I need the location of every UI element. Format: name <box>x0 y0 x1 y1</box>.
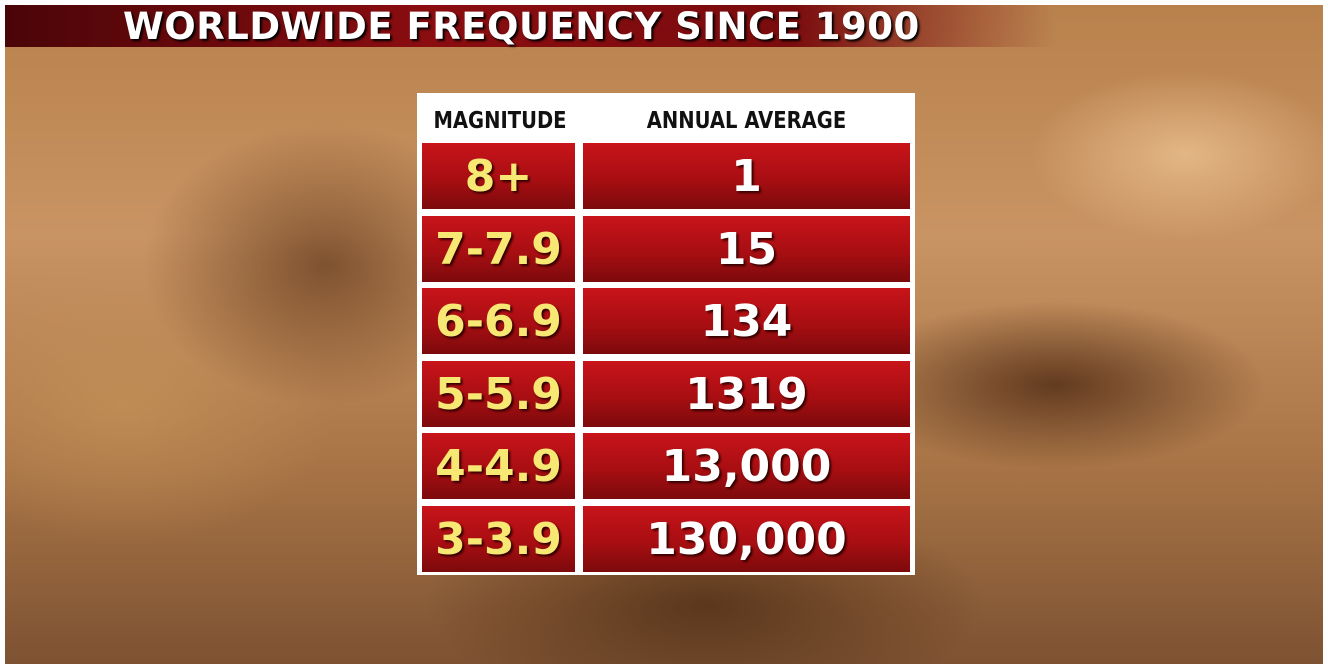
magnitude-cell: 5-5.9 <box>422 361 575 427</box>
average-cell: 134 <box>583 288 910 354</box>
title: WORLDWIDE FREQUENCY SINCE 1900 <box>123 5 920 47</box>
average-cell: 1 <box>583 143 910 209</box>
average-cell: 13,000 <box>583 433 910 499</box>
average-cell: 130,000 <box>583 506 910 572</box>
column-header: ANNUAL AVERAGE <box>608 101 886 141</box>
magnitude-cell: 8+ <box>422 143 575 209</box>
background: WORLDWIDE FREQUENCY SINCE 1900 MAGNITUDE… <box>5 5 1323 664</box>
average-cell: 15 <box>583 216 910 282</box>
page: {"header": {"title": "WORLDWIDE FREQUENC… <box>0 0 1328 664</box>
magnitude-cell: 4-4.9 <box>422 433 575 499</box>
magnitude-cell: 3-3.9 <box>422 506 575 572</box>
title-bar: WORLDWIDE FREQUENCY SINCE 1900 <box>5 5 1055 47</box>
average-cell: 1319 <box>583 361 910 427</box>
magnitude-cell: 7-7.9 <box>422 216 575 282</box>
magnitude-cell: 6-6.9 <box>422 288 575 354</box>
column-header: MAGNITUDE <box>433 101 563 141</box>
